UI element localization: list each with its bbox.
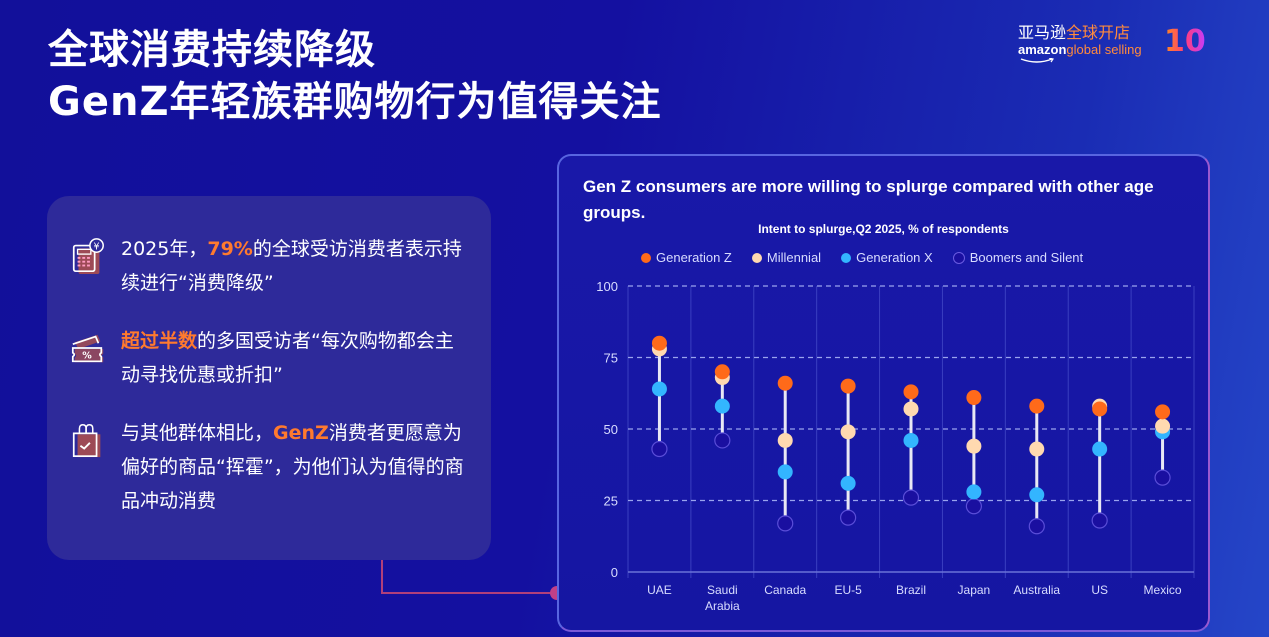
logo-amazon: amazon [1018,42,1067,57]
x-tick-label: US [1091,583,1108,597]
x-tick-label: Mexico [1144,583,1182,597]
data-point [1028,518,1045,535]
data-point [966,438,982,454]
legend-label: Generation Z [656,250,732,265]
legend-label: Boomers and Silent [969,250,1084,265]
data-point [714,432,731,449]
svg-text:¥: ¥ [94,241,100,252]
x-tick-label: Arabia [705,599,740,613]
svg-text:%: % [82,350,92,361]
connector-line [381,560,383,593]
legend-item: Millennial [751,250,822,265]
data-point [966,390,982,406]
anniversary-10-badge: 10 [1164,24,1206,59]
logo-cn-orange: 全球开店 [1066,23,1131,42]
finding-3-text: 与其他群体相比，GenZ消费者更愿意为偏好的商品“挥霍”，为他们认为值得的商品冲… [121,422,464,512]
data-point [1092,441,1108,457]
data-point [903,432,919,448]
x-tick-label: UAE [647,583,672,597]
legend-marker-icon [841,252,852,263]
data-point [840,424,856,440]
legend-item: Generation X [841,250,933,265]
finding-1-text: 2025年，79%的全球受访消费者表示持续进行“消费降级” [121,238,462,294]
highlight-more-than-half: 超过半数 [121,330,198,352]
data-point [1092,401,1108,417]
data-point [1154,469,1171,486]
data-point [1155,404,1171,420]
finding-1: ¥ 2025年，79%的全球受访消费者表示持续进行“消费降级” [69,232,471,300]
data-point [1155,418,1171,434]
data-point [840,509,857,526]
legend-item: Boomers and Silent [952,250,1084,265]
legend-label: Millennial [766,250,822,265]
discount-coupon-icon: % [71,334,104,363]
data-point [714,364,730,380]
dot-range-plot: 0 25 50 75 100 UAE Saudi Arabia Canada EU-5 Brazil… [596,279,1195,613]
highlight-genz: GenZ [273,422,329,444]
data-point [902,489,920,506]
x-tick-label: Japan [958,583,991,597]
data-point [777,432,793,448]
y-tick-label: 0 [611,565,618,580]
data-point [965,498,982,515]
logo-cn-white: 亚马逊 [1018,23,1067,42]
connector-line [381,592,557,594]
chart-subtitle: Intent to splurge,Q2 2025, % of responde… [758,222,1009,236]
legend-item: Generation Z [641,250,732,265]
data-point [1029,398,1045,414]
finding-2: % 超过半数的多国受访者“每次购物都会主动寻找优惠或折扣” [69,324,471,392]
data-point [777,375,793,391]
data-point [903,384,919,400]
key-findings-card: ¥ 2025年，79%的全球受访消费者表示持续进行“消费降级” % 超过半数的多… [47,196,491,560]
legend-marker-icon [952,251,965,264]
legend-label: Generation X [856,250,933,265]
legend-marker-icon [751,252,762,263]
data-point [966,484,982,500]
data-point [777,515,794,532]
x-tick-label: Brazil [896,583,926,597]
amazon-smile-icon [1020,58,1054,63]
y-tick-label: 25 [604,494,618,509]
y-tick-label: 75 [604,351,618,366]
data-point [651,440,668,458]
title-line-2: GenZ年轻族群购物行为值得关注 [48,79,662,125]
data-point [1029,441,1045,457]
data-point [1029,487,1045,503]
data-point [1091,512,1108,529]
y-tick-label: 50 [604,422,618,437]
page-title: 全球消费持续降级 GenZ年轻族群购物行为值得关注 [48,24,661,128]
data-point [651,381,667,397]
data-point [777,464,793,480]
highlight-79-percent: 79% [207,238,253,260]
shopping-bag-check-icon [72,424,101,458]
data-point [840,475,856,491]
logo-global-selling: global selling [1066,42,1142,57]
chart-legend: Generation Z Millennial Generation X Boomer… [641,250,1083,265]
finding-2-text: 超过半数的多国受访者“每次购物都会主动寻找优惠或折扣” [121,330,454,386]
data-point [903,401,919,417]
finding-3: 与其他群体相比，GenZ消费者更愿意为偏好的商品“挥霍”，为他们认为值得的商品冲… [69,416,471,518]
amazon-global-selling-logo: 亚马逊全球开店 amazonglobal selling [1018,24,1142,64]
chart-card: Gen Z consumers are more willing to splu… [557,154,1210,632]
data-point [840,378,856,394]
data-point [651,335,667,351]
chart-title: Gen Z consumers are more willing to splu… [583,177,1154,222]
calculator-yen-icon: ¥ [72,238,104,275]
x-tick-label: EU-5 [834,583,862,597]
x-tick-label: Canada [764,583,806,597]
legend-marker-icon [641,252,651,263]
x-tick-label: Saudi [707,583,738,597]
title-line-1: 全球消费持续降级 [48,27,376,73]
y-tick-label: 100 [596,279,618,294]
x-tick-label: Australia [1013,583,1060,597]
data-point [714,398,730,414]
